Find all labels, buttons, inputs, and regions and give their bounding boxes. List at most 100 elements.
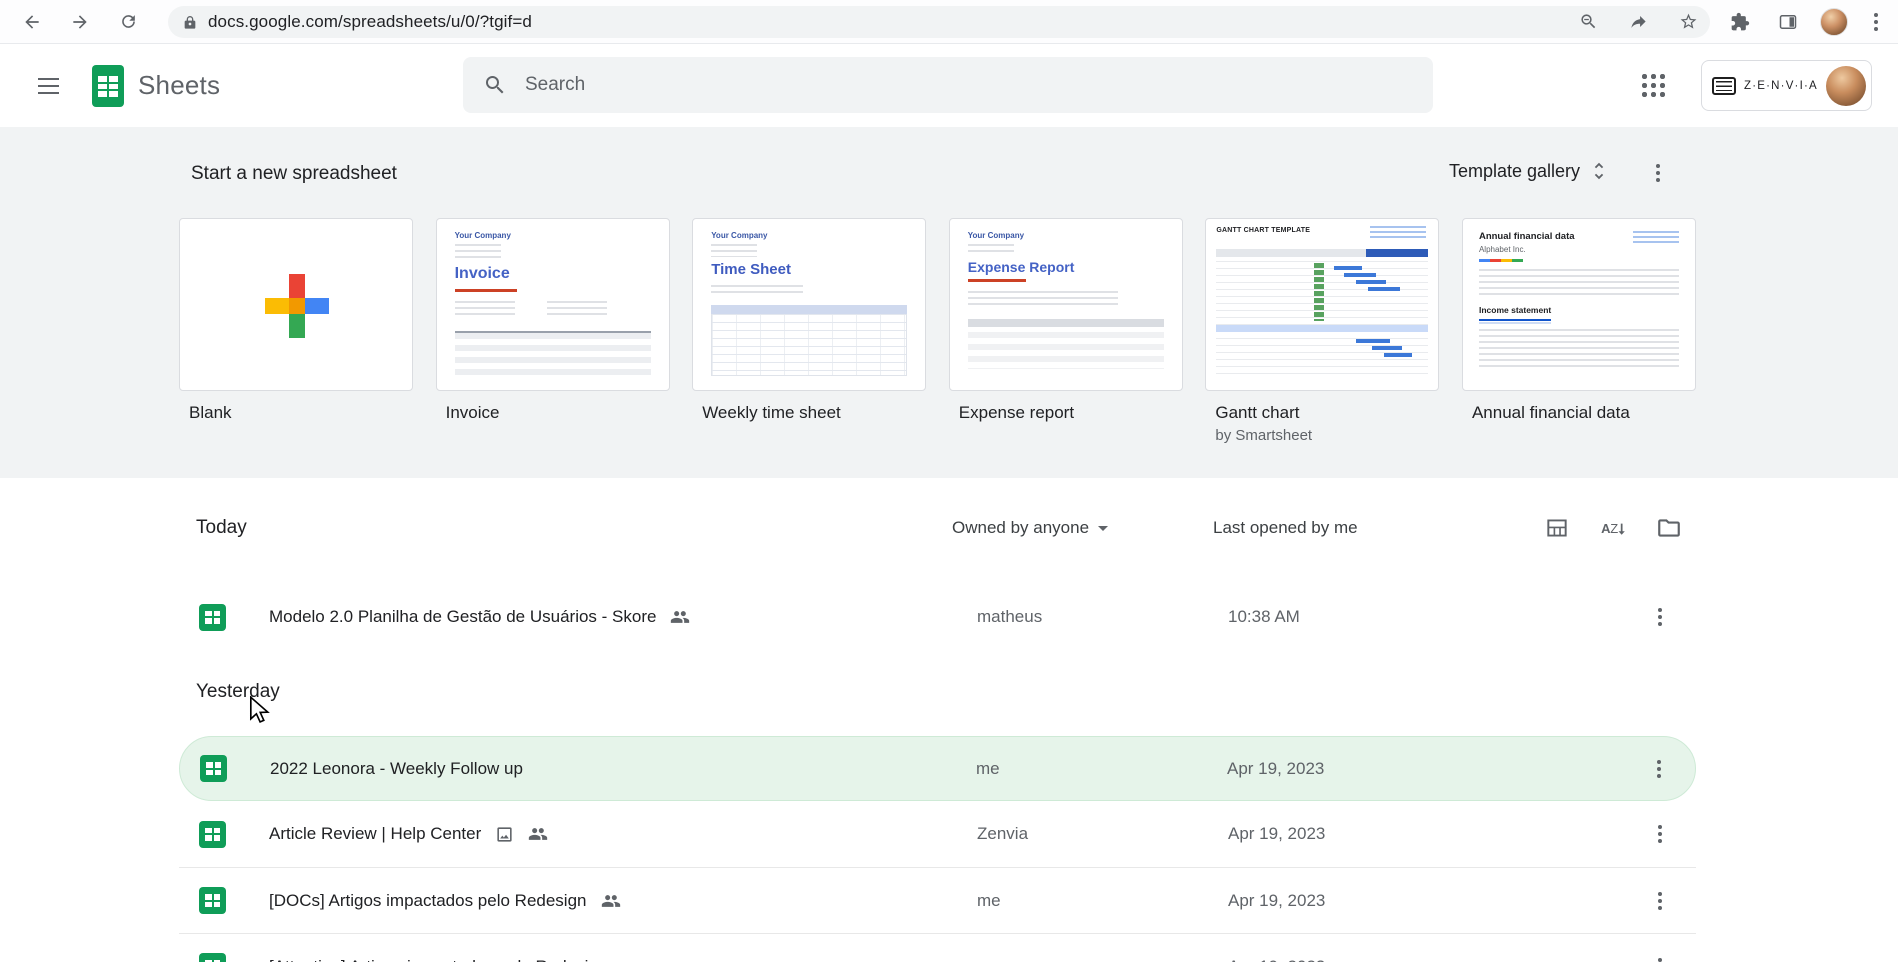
reload-icon: [121, 15, 135, 28]
row-menu-button[interactable]: [1640, 814, 1680, 854]
browser-menu-icon: [1874, 19, 1878, 24]
search-bar[interactable]: [463, 57, 1433, 113]
file-title: 2022 Leonora - Weekly Follow up: [270, 758, 523, 778]
svg-text:Z: Z: [1610, 521, 1618, 536]
forward-button[interactable]: [65, 7, 95, 37]
file-title: [Attention] Artigos impactados pelo Rede…: [269, 957, 607, 962]
template-label: Annual financial data: [1471, 403, 1630, 422]
reload-button[interactable]: [113, 7, 143, 37]
back-icon: [25, 14, 39, 29]
file-owner: me: [976, 758, 1000, 778]
lock-icon: [184, 15, 196, 29]
file-date: Apr 19, 2023: [1213, 957, 1593, 962]
address-bar[interactable]: docs.google.com/spreadsheets/u/0/?tgif=d: [168, 5, 1710, 38]
template-label: Expense report: [958, 403, 1075, 422]
thumb-title: Invoice: [454, 265, 510, 282]
url-text: docs.google.com/spreadsheets/u/0/?tgif=d: [208, 11, 532, 31]
back-button[interactable]: [17, 7, 47, 37]
extensions-button[interactable]: [1724, 6, 1756, 38]
browser-actions: [1724, 6, 1888, 38]
file-owner: matheus: [977, 607, 1043, 626]
row-menu-button[interactable]: [1640, 881, 1680, 921]
address-bar-actions: [1574, 8, 1702, 36]
browser-menu-button[interactable]: [1864, 6, 1888, 38]
sheets-file-icon: [199, 820, 226, 848]
bookmark-button[interactable]: [1674, 8, 1702, 36]
template-section-header: Start a new spreadsheet Template gallery: [0, 127, 1898, 191]
bookmark-icon: [1680, 13, 1696, 29]
zenvia-logo: [1712, 76, 1736, 95]
file-date: 10:38 AM: [1228, 607, 1300, 626]
template-cards: Blank Your Company Invoice Invoice Your …: [179, 218, 1696, 444]
file-row-selected[interactable]: 2022 Leonora - Weekly Follow up me Apr 1…: [179, 736, 1696, 801]
search-icon: [486, 76, 504, 94]
unfold-icon: [1594, 162, 1604, 180]
browser-profile-avatar[interactable]: [1820, 7, 1848, 36]
side-panel-icon: [1779, 14, 1797, 29]
share-button[interactable]: [1624, 8, 1652, 36]
browser-toolbar: docs.google.com/spreadsheets/u/0/?tgif=d: [0, 0, 1898, 44]
section-label-yesterday: Yesterday: [196, 681, 280, 702]
template-label: Invoice: [445, 403, 500, 422]
thumb-title: GANTT CHART TEMPLATE: [1216, 227, 1311, 234]
thumb-subtitle: Alphabet Inc.: [1478, 245, 1526, 254]
main-menu-button[interactable]: [24, 62, 72, 110]
template-gallery-button[interactable]: Template gallery: [1449, 160, 1610, 182]
plus-icon: [265, 274, 329, 338]
file-row[interactable]: Article Review | Help Center Zenvia Apr …: [179, 801, 1696, 867]
template-options-button[interactable]: [1640, 155, 1676, 191]
more-vertical-icon: [1656, 171, 1660, 175]
file-row[interactable]: Modelo 2.0 Planilha de Gestão de Usuário…: [179, 584, 1696, 650]
template-gantt-thumbnail[interactable]: GANTT CHART TEMPLATE: [1205, 218, 1440, 391]
template-card-weekly-time-sheet: Your Company Time Sheet Weekly time shee…: [692, 218, 927, 444]
template-annual-thumbnail[interactable]: Annual financial data Alphabet Inc. Inco…: [1461, 218, 1696, 391]
template-byline: by Smartsheet: [1215, 427, 1313, 444]
app-header: Sheets Z·E·N·V·I·A: [0, 44, 1898, 127]
template-section: Start a new spreadsheet Template gallery…: [0, 127, 1898, 478]
side-panel-button[interactable]: [1772, 6, 1804, 38]
thumb-title: Annual financial data: [1478, 231, 1575, 242]
thumb-company: Your Company: [967, 231, 1025, 240]
zoom-icon: [1580, 14, 1595, 29]
section-label-today: Today: [196, 517, 247, 538]
template-card-expense-report: Your Company Expense Report Expense repo…: [948, 218, 1183, 444]
file-title: Article Review | Help Center: [269, 824, 482, 843]
thumb-company: Your Company: [711, 231, 768, 240]
row-menu-button[interactable]: [1639, 749, 1679, 789]
more-vertical-icon: [1657, 832, 1662, 836]
zenvia-brand-text: Z·E·N·V·I·A: [1744, 79, 1818, 92]
sheets-file-icon: [199, 887, 226, 914]
template-time-sheet-thumbnail[interactable]: Your Company Time Sheet: [692, 218, 927, 391]
template-expense-report-thumbnail[interactable]: Your Company Expense Report: [948, 218, 1183, 391]
thumb-title: Time Sheet: [711, 261, 791, 278]
template-blank-thumbnail[interactable]: [179, 218, 413, 391]
more-vertical-icon: [1657, 615, 1662, 619]
google-apps-button[interactable]: [1629, 61, 1677, 109]
thumb-title: Expense Report: [967, 259, 1075, 275]
people-icon: [671, 611, 690, 623]
grid-view-button[interactable]: [1544, 515, 1570, 541]
owner-filter-dropdown[interactable]: Owned by anyone: [952, 518, 1213, 538]
extensions-icon: [1731, 12, 1750, 30]
sheets-logo[interactable]: [92, 64, 124, 107]
account-area[interactable]: Z·E·N·V·I·A: [1701, 60, 1872, 111]
file-list-header: Today Owned by anyone Last opened by me …: [179, 500, 1696, 556]
template-card-blank: Blank: [179, 218, 413, 444]
template-section-title: Start a new spreadsheet: [191, 163, 397, 184]
thumb-company: Your Company: [454, 231, 511, 240]
file-row[interactable]: [DOCs] Artigos impactados pelo Redesign …: [179, 867, 1696, 933]
file-row-partial[interactable]: [Attention] Artigos impactados pelo Rede…: [179, 933, 1696, 962]
folder-button[interactable]: [1656, 515, 1682, 541]
search-input[interactable]: [523, 73, 1363, 97]
row-menu-button[interactable]: [1640, 597, 1680, 637]
template-invoice-thumbnail[interactable]: Your Company Invoice: [435, 218, 670, 391]
more-vertical-icon: [1657, 898, 1662, 903]
row-menu-button[interactable]: [1640, 947, 1680, 962]
zoom-button[interactable]: [1574, 8, 1602, 36]
file-date: Apr 19, 2023: [1228, 890, 1326, 910]
account-avatar[interactable]: [1825, 65, 1866, 106]
folder-icon: [1658, 519, 1680, 537]
